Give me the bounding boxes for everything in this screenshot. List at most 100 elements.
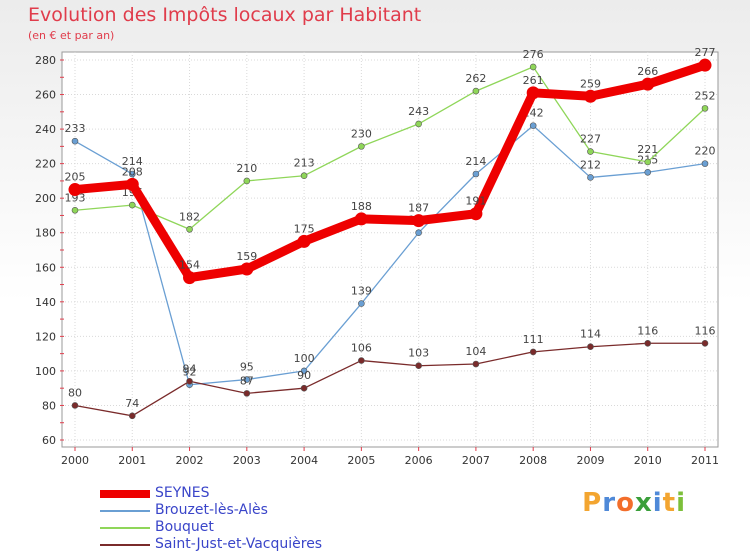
data-label: 159: [236, 250, 257, 263]
data-label: 214: [122, 155, 143, 168]
legend-item: Saint-Just-et-Vacquières: [100, 536, 322, 553]
plot-area: [61, 51, 719, 448]
chart-subtitle: (en € et par an): [28, 29, 115, 42]
data-point: [358, 357, 365, 364]
logo-letter: r: [602, 488, 617, 518]
logo-letter: i: [652, 488, 663, 518]
x-tick-label: 2008: [519, 454, 547, 467]
data-point: [243, 177, 251, 185]
data-label: 277: [695, 46, 716, 59]
x-tick-label: 2006: [405, 454, 433, 467]
data-label: 154: [179, 259, 200, 272]
data-label: 233: [65, 122, 86, 135]
data-label: 220: [695, 145, 716, 158]
y-tick-label: 160: [35, 261, 56, 274]
x-tick-label: 2000: [61, 454, 89, 467]
y-tick-label: 120: [35, 330, 56, 343]
data-point: [644, 158, 652, 166]
data-label: 214: [465, 155, 486, 168]
data-point: [358, 143, 365, 150]
data-point: [300, 367, 308, 375]
data-label: 266: [637, 65, 658, 78]
data-label: 227: [580, 133, 601, 146]
data-label: 193: [65, 191, 86, 204]
data-point: [412, 214, 426, 228]
data-point: [587, 174, 594, 181]
x-tick-label: 2002: [176, 454, 204, 467]
data-point: [71, 206, 79, 214]
data-point: [243, 376, 251, 383]
data-point: [587, 148, 594, 155]
data-label: 212: [580, 158, 601, 171]
data-point: [644, 168, 652, 176]
y-tick-label: 240: [35, 123, 56, 136]
series-line: [70, 60, 710, 283]
data-point: [698, 58, 712, 72]
data-label: 252: [695, 89, 716, 102]
data-point: [472, 87, 480, 95]
data-label: 276: [523, 48, 544, 61]
data-point: [701, 160, 709, 167]
data-point: [415, 229, 422, 237]
data-point: [583, 89, 597, 103]
data-label: 139: [351, 285, 372, 298]
data-point: [529, 63, 537, 71]
legend-item: Brouzet-lès-Alès: [100, 502, 322, 519]
data-label: 262: [465, 72, 486, 85]
legend-label: Brouzet-lès-Alès: [155, 502, 268, 518]
data-point: [701, 339, 709, 347]
data-label: 213: [294, 157, 315, 170]
legend-item: Bouquet: [100, 519, 322, 536]
data-label: 208: [122, 165, 143, 178]
data-point: [240, 262, 254, 276]
data-label: 87: [240, 374, 254, 387]
data-label: 114: [580, 328, 601, 341]
x-tick-label: 2011: [691, 454, 719, 467]
data-label: 116: [637, 324, 658, 337]
data-label: 188: [351, 200, 372, 213]
x-tick-label: 2007: [462, 454, 490, 467]
legend-label: Bouquet: [155, 519, 214, 535]
data-label: 210: [236, 162, 257, 175]
legend-swatch: [100, 543, 150, 546]
data-label: 205: [65, 171, 86, 184]
data-label: 182: [179, 210, 200, 223]
x-tick-label: 2001: [118, 454, 146, 467]
data-point: [71, 402, 79, 409]
data-point: [128, 201, 136, 209]
data-label: 191: [465, 195, 486, 208]
legend-swatch: [100, 489, 150, 498]
proxiti-logo: Proxiti: [582, 488, 686, 518]
y-tick-label: 200: [35, 192, 56, 205]
data-point: [529, 348, 537, 356]
legend: SEYNES Brouzet-lès-Alès Bouquet Saint-Just-…: [100, 485, 322, 553]
data-point: [415, 362, 422, 370]
series-line: [74, 342, 706, 417]
data-point: [68, 183, 82, 197]
data-point: [300, 384, 308, 392]
data-label: 74: [125, 397, 139, 410]
data-label: 221: [637, 143, 658, 156]
chart-title: Evolution des Impôts locaux par Habitant: [28, 4, 422, 26]
data-point: [125, 177, 139, 191]
y-tick-label: 140: [35, 296, 56, 309]
data-point: [186, 377, 193, 385]
series-line: [74, 124, 706, 386]
data-point: [183, 271, 197, 285]
y-tick-label: 80: [42, 399, 56, 412]
data-point: [128, 412, 136, 420]
data-label: 80: [68, 386, 82, 399]
data-point: [297, 234, 311, 248]
data-label: 175: [294, 222, 315, 235]
y-tick-label: 100: [35, 365, 56, 378]
data-label: 100: [294, 352, 315, 365]
data-label: 116: [695, 324, 716, 337]
data-point: [587, 343, 594, 351]
data-point: [415, 120, 422, 128]
legend-swatch: [100, 509, 150, 512]
logo-letter: i: [676, 488, 686, 518]
data-point: [71, 137, 79, 145]
data-point: [641, 77, 655, 91]
data-point: [354, 212, 368, 226]
